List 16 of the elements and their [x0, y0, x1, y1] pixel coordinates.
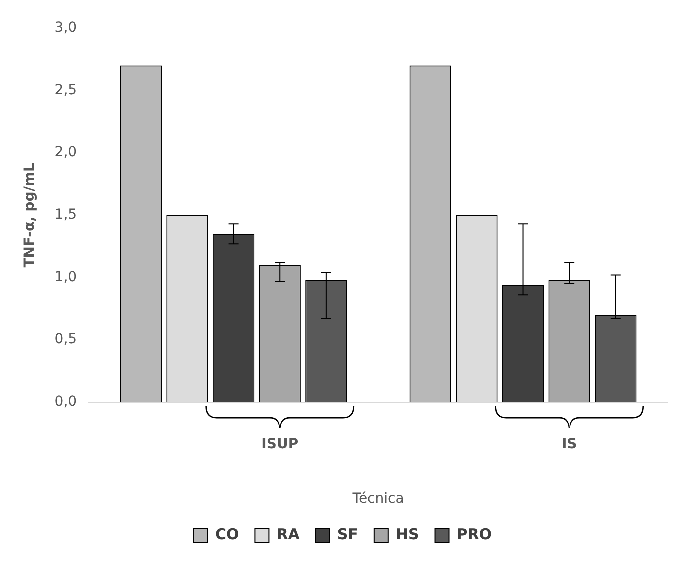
y-tick-label: 2,0: [54, 144, 78, 161]
legend-label: HS: [396, 525, 420, 544]
legend-label: RA: [276, 525, 300, 544]
y-tick-label: 1,5: [54, 207, 78, 224]
x-tick-label: ISUP: [262, 436, 299, 452]
y-tick-label: 1,0: [54, 269, 78, 286]
y-tick-label: 0,0: [54, 394, 78, 410]
y-tick-label: 3,0: [54, 20, 78, 36]
y-tick-label: 2,5: [54, 82, 78, 98]
legend-label: CO: [215, 525, 240, 544]
legend-label: PRO: [456, 525, 492, 544]
x-axis-title: Técnica: [352, 491, 404, 508]
legend-label: SF: [337, 525, 358, 544]
x-tick-label: IS: [562, 436, 578, 452]
y-axis-title: TNF-α, pg/mL: [22, 162, 38, 268]
y-tick-label: 0,5: [54, 332, 78, 348]
